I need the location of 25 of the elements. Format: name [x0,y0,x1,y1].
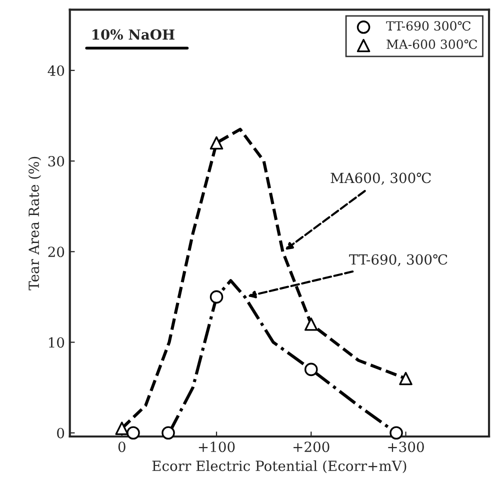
point [162,426,175,440]
point [304,317,318,331]
y-axis-title: Tear Area Rate (%) [28,156,42,290]
y-tick-label: 10 [49,337,64,348]
legend-label: MA-600 300℃ [386,40,478,49]
x-tick-label: +200 [294,442,330,452]
annotation: MA600, 300℃ [330,172,431,185]
x-tick-label: +100 [198,442,235,452]
legend-label: TT-690 300℃ [386,21,470,31]
point [210,290,224,304]
point [390,426,403,440]
point [115,422,129,435]
x-tick-label: 0 [118,442,126,452]
annotation: TT-690, 300℃ [349,254,448,266]
x-axis-title: Ecorr Electric Potential (Ecorr+mV) [152,460,406,474]
y-tick-label: 40 [48,65,64,76]
x-tick-label: +300 [388,442,424,452]
point [304,362,318,376]
point [399,372,412,386]
annotation: 10% NaOH [92,29,174,40]
y-tick-label: 20 [48,246,64,258]
point [210,136,224,150]
y-tick-label: 0 [57,428,64,438]
point [126,426,140,440]
y-tick-label: 30 [48,156,64,166]
